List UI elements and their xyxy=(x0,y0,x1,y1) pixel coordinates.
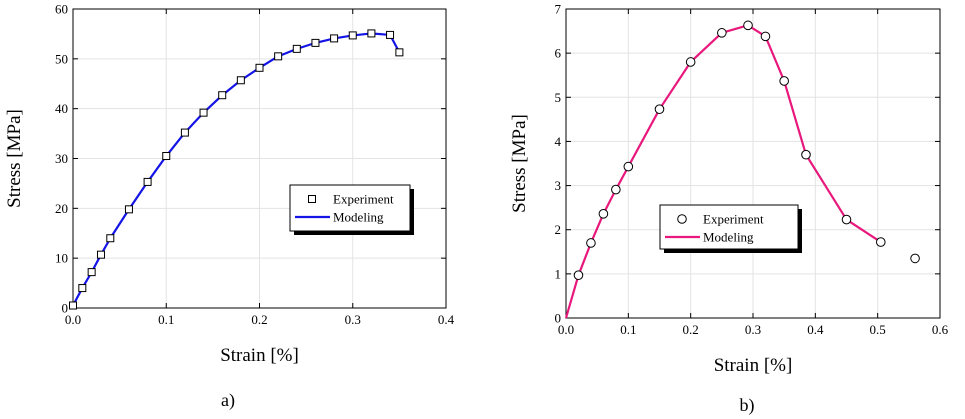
x-tick-label: 0.0 xyxy=(65,312,81,327)
data-point-experiment xyxy=(573,270,584,280)
x-tick-label: 0.3 xyxy=(345,312,361,327)
x-tick-label: 0.2 xyxy=(251,312,267,327)
y-tick-label: 3 xyxy=(555,178,562,193)
data-point-experiment xyxy=(395,48,404,57)
chart-a: 0.0 0.1 0.2 0.3 0.4 0 10 20 30 40 50 60 Strain [%] St… xyxy=(4,2,455,412)
data-point-experiment xyxy=(162,152,171,161)
panel-label: b) xyxy=(740,395,755,416)
x-tick-label: 0.4 xyxy=(807,322,824,337)
y-tick-label: 1 xyxy=(555,266,562,281)
legend-label: Experiment xyxy=(333,192,394,207)
data-point-experiment xyxy=(611,184,621,195)
y-tick-label: 6 xyxy=(555,46,562,61)
data-point-experiment xyxy=(255,63,264,72)
x-tick-label: 0.1 xyxy=(158,312,174,327)
x-tick-label: 0.4 xyxy=(438,312,455,327)
data-point-experiment xyxy=(910,253,920,264)
x-tick-label: 0.6 xyxy=(932,322,949,337)
data-point-experiment xyxy=(685,57,696,67)
y-tick-label: 60 xyxy=(55,2,68,17)
data-point-experiment xyxy=(367,29,376,38)
data-point-experiment xyxy=(875,237,886,247)
legend-box xyxy=(289,184,411,232)
data-point-experiment xyxy=(598,209,609,219)
data-point-experiment xyxy=(124,205,133,214)
y-tick-label: 0 xyxy=(555,311,562,326)
panel-label: a) xyxy=(221,390,235,411)
y-tick-label: 4 xyxy=(555,134,562,149)
data-point-experiment xyxy=(801,149,811,160)
data-point-experiment xyxy=(743,20,753,31)
y-tick-label: 20 xyxy=(55,201,68,216)
y-tick-label: 7 xyxy=(555,2,562,17)
data-point-experiment xyxy=(586,238,596,248)
data-point-experiment xyxy=(143,177,152,186)
data-point-experiment xyxy=(654,104,665,115)
data-point-experiment xyxy=(623,161,634,172)
y-tick-label: 10 xyxy=(55,251,68,266)
data-point-experiment xyxy=(760,31,771,42)
data-point-experiment xyxy=(180,128,189,137)
x-tick-label: 0.5 xyxy=(870,322,886,337)
data-point-experiment xyxy=(218,91,227,100)
data-point-experiment xyxy=(78,284,87,293)
y-axis-label: Stress [MPa] xyxy=(4,109,25,208)
data-point-experiment xyxy=(96,250,105,259)
data-point-experiment xyxy=(87,268,96,277)
x-tick-label: 0.1 xyxy=(620,322,636,337)
data-point-experiment xyxy=(69,301,77,310)
legend-box xyxy=(659,204,799,250)
data-point-experiment xyxy=(841,214,852,225)
y-tick-label: 50 xyxy=(55,51,68,66)
data-point-experiment xyxy=(330,34,339,43)
x-tick-label: 0.0 xyxy=(558,322,574,337)
x-axis-label: Strain [%] xyxy=(714,355,793,376)
x-tick-label: 0.3 xyxy=(745,322,761,337)
series-line-modeling xyxy=(72,32,401,307)
data-point-experiment xyxy=(717,28,727,38)
y-tick-label: 30 xyxy=(55,151,68,166)
y-tick-label: 40 xyxy=(55,101,68,116)
y-tick-label: 2 xyxy=(555,222,562,237)
data-point-experiment xyxy=(348,31,357,40)
data-point-experiment xyxy=(274,52,283,61)
chart-b: 0.0 0.1 0.2 0.3 0.4 0.5 0.6 0 1 2 3 4 5 6 7 Strain [%] S… xyxy=(509,2,949,417)
x-axis-label: Strain [%] xyxy=(220,345,299,366)
data-point-experiment xyxy=(292,44,301,53)
legend-marker-experiment xyxy=(308,195,316,203)
y-tick-label: 0 xyxy=(62,301,69,316)
y-tick-label: 5 xyxy=(555,90,562,105)
x-tick-label: 0.2 xyxy=(683,322,699,337)
data-point-experiment xyxy=(779,76,789,86)
legend-label: Modeling xyxy=(703,230,754,245)
data-point-experiment xyxy=(199,108,208,117)
data-point-experiment xyxy=(386,30,395,39)
y-axis-label: Stress [MPa] xyxy=(509,114,530,213)
legend-label: Experiment xyxy=(703,212,764,227)
legend-marker-experiment xyxy=(677,214,687,224)
data-point-experiment xyxy=(311,38,320,47)
data-point-experiment xyxy=(106,234,115,243)
legend-label: Modeling xyxy=(333,210,384,225)
data-point-experiment xyxy=(236,76,245,85)
